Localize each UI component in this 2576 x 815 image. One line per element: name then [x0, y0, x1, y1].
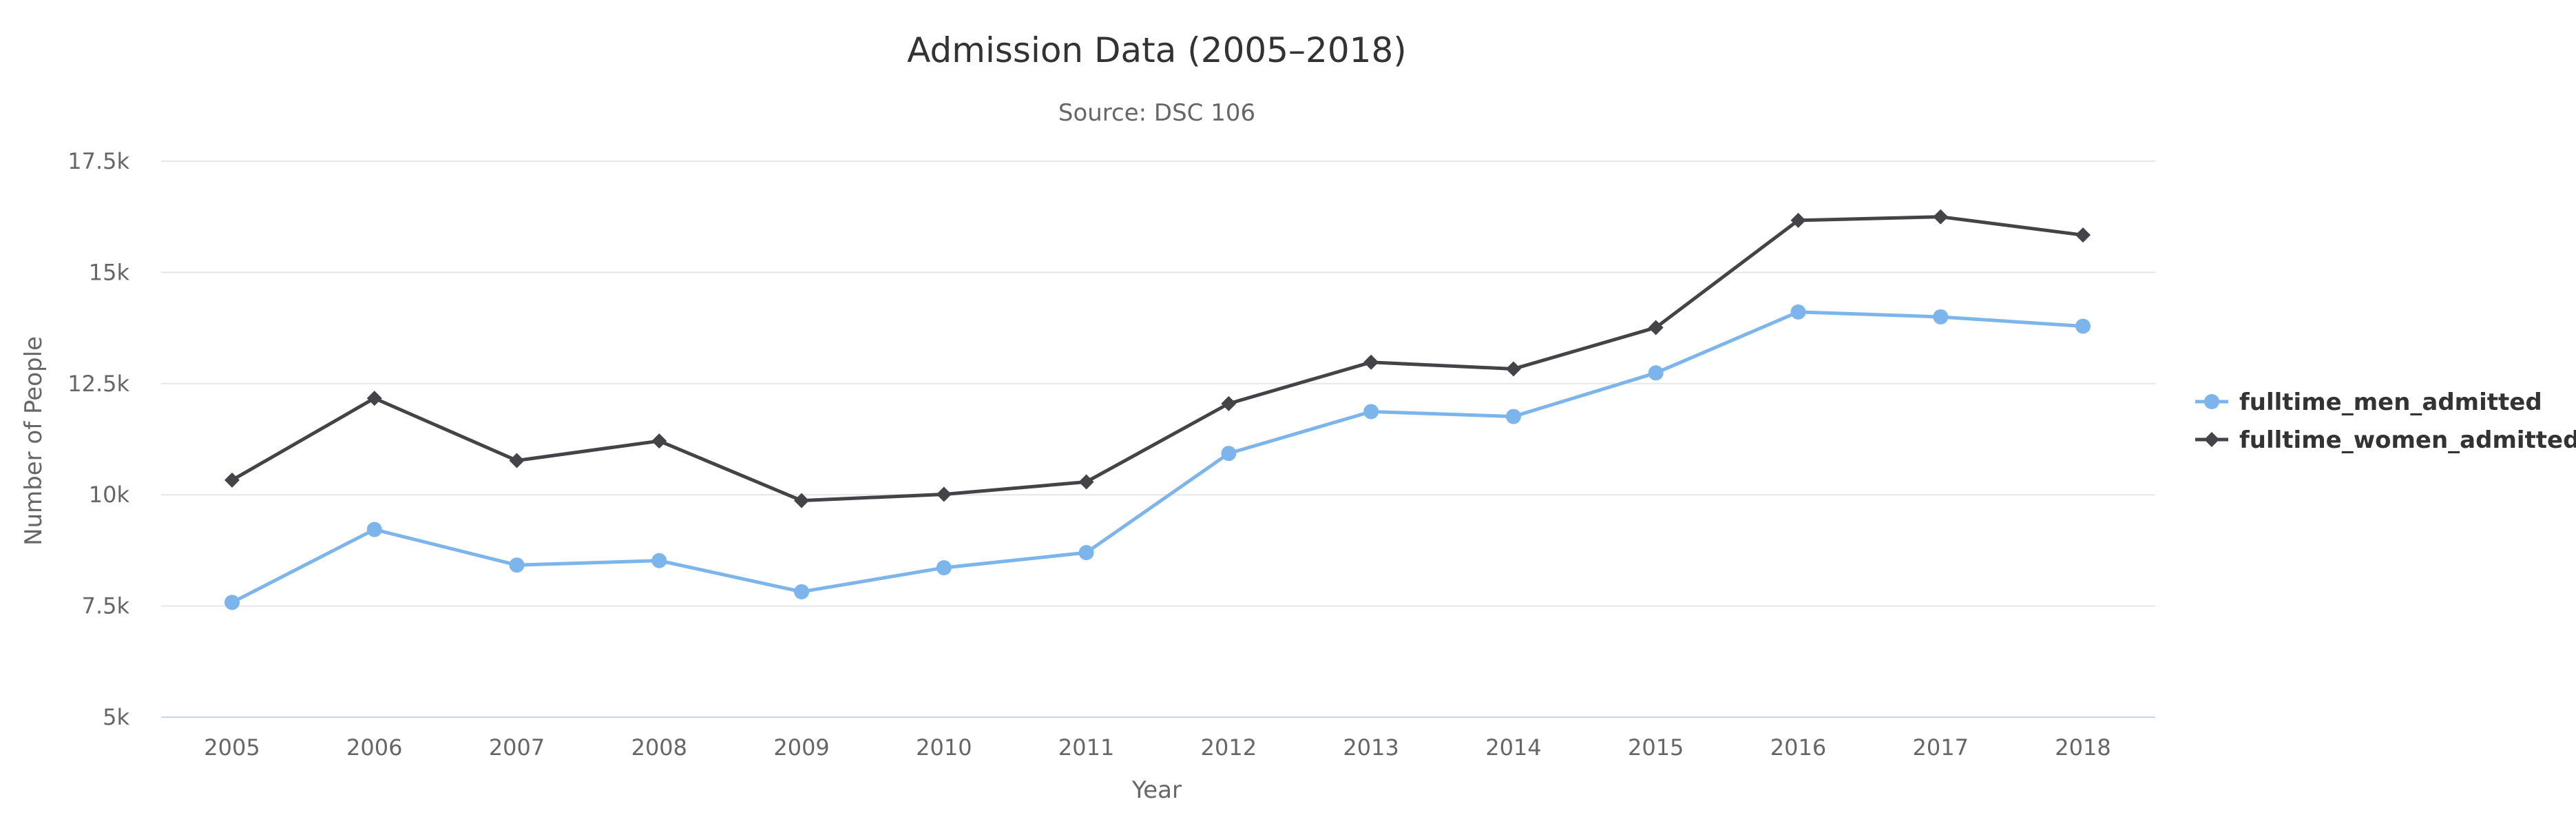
x-tick-label: 2014: [1485, 734, 1541, 761]
data-point[interactable]: [1221, 395, 1237, 411]
x-tick-label: 2007: [489, 734, 545, 761]
data-point[interactable]: [366, 522, 382, 537]
data-point[interactable]: [509, 557, 525, 573]
x-tick-label: 2015: [1628, 734, 1684, 761]
legend-label: fulltime_men_admitted: [2239, 389, 2542, 416]
series-fulltime_men_admitted: [224, 304, 2091, 610]
chart-title: Admission Data (2005–2018): [907, 30, 1407, 70]
y-tick-label: 12.5k: [67, 371, 129, 397]
x-tick-label: 2008: [631, 734, 687, 761]
data-point[interactable]: [1363, 404, 1379, 420]
data-point[interactable]: [224, 595, 240, 610]
data-point[interactable]: [1933, 209, 1949, 225]
data-point[interactable]: [509, 453, 525, 468]
data-point[interactable]: [366, 391, 382, 406]
data-point[interactable]: [1648, 320, 1664, 336]
x-tick-label: 2013: [1343, 734, 1399, 761]
legend-label: fulltime_women_admitted: [2239, 426, 2576, 454]
x-tick-label: 2005: [204, 734, 260, 761]
x-tick-label: 2006: [346, 734, 402, 761]
y-tick-label: 5k: [103, 704, 129, 730]
data-point[interactable]: [1078, 545, 1094, 561]
y-tick-label: 15k: [89, 259, 130, 285]
legend-item[interactable]: fulltime_men_admitted: [2195, 389, 2542, 416]
data-point[interactable]: [1505, 361, 1521, 377]
legend-item[interactable]: fulltime_women_admitted: [2195, 426, 2576, 454]
data-point[interactable]: [651, 433, 667, 449]
data-point[interactable]: [651, 553, 667, 568]
x-axis-title: Year: [1131, 776, 1182, 804]
x-tick-label: 2018: [2055, 734, 2111, 761]
series-line: [230, 215, 2085, 503]
y-tick-label: 10k: [89, 482, 130, 508]
data-point[interactable]: [2075, 318, 2091, 334]
data-point[interactable]: [1790, 212, 1806, 228]
y-tick-label: 7.5k: [82, 593, 130, 619]
chart-subtitle: Source: DSC 106: [1058, 99, 1255, 127]
data-point[interactable]: [794, 584, 810, 599]
data-point[interactable]: [1790, 304, 1806, 320]
x-tick-label: 2011: [1058, 734, 1114, 761]
x-tick-label: 2017: [1913, 734, 1969, 761]
y-axis-ticks: 5k 7.5k 10k 12.5k 15k 17.5k: [67, 148, 129, 730]
data-point[interactable]: [1648, 365, 1664, 381]
data-point[interactable]: [936, 560, 952, 576]
y-tick-label: 17.5k: [67, 148, 129, 174]
data-point[interactable]: [1221, 446, 1237, 462]
data-point[interactable]: [1505, 409, 1521, 424]
x-tick-label: 2010: [916, 734, 972, 761]
data-point[interactable]: [1363, 354, 1379, 370]
legend: fulltime_men_admitted fulltime_women_admi…: [2195, 389, 2576, 454]
x-axis-ticks: 2005 2006 2007 2008 2009 2010 2011 2012 2013 2014…: [204, 734, 2111, 761]
x-tick-label: 2009: [773, 734, 829, 761]
data-point[interactable]: [2075, 227, 2091, 243]
legend-marker: [2204, 394, 2219, 409]
series-group: [224, 209, 2091, 610]
data-point[interactable]: [936, 486, 952, 502]
data-point[interactable]: [224, 472, 240, 488]
data-point[interactable]: [794, 493, 810, 508]
x-tick-label: 2016: [1770, 734, 1826, 761]
series-fulltime_women_admitted: [224, 209, 2091, 508]
y-axis-title: Number of People: [20, 336, 48, 546]
legend-marker: [2204, 432, 2219, 447]
data-point[interactable]: [1933, 309, 1949, 324]
grid-lines: [161, 161, 2155, 607]
data-point[interactable]: [1078, 474, 1094, 490]
series-line: [230, 310, 2085, 604]
x-tick-label: 2012: [1201, 734, 1257, 761]
